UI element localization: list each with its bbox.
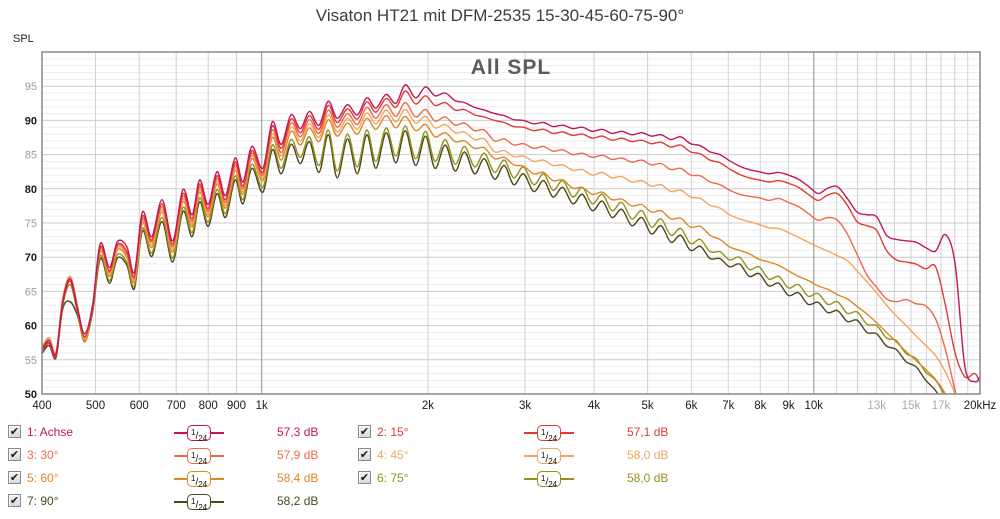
trace-level-7: 58,2 dB [277,494,319,508]
smoothing-control-7[interactable]: 1/24 [174,493,225,512]
trace-checkbox-3[interactable]: ✔ [8,448,21,461]
y-tick-label: 90 [25,115,37,127]
smoothing-control-2[interactable]: 1/24 [524,424,575,443]
smoothing-chip[interactable]: 1/24 [537,470,562,489]
trace-color-dash [211,477,225,480]
x-tick-label: 600 [130,400,149,412]
smoothing-chip[interactable]: 1/24 [187,424,212,443]
x-tick-label: 13k [867,400,886,412]
trace-color-dash [211,431,225,434]
trace-label-4[interactable]: 4: 45° [377,448,409,462]
trace-curves [42,84,980,394]
plot-mode-label: All SPL [470,56,552,79]
x-tick-label: 500 [86,400,105,412]
trace-label-1[interactable]: 1: Achse [27,425,74,439]
chart-title: Visaton HT21 mit DFM-2535 15-30-45-60-75… [315,6,685,25]
trace-curve-5 [42,114,947,394]
smoothing-control-3[interactable]: 1/24 [174,447,225,466]
x-tick-label: 700 [167,400,186,412]
trace-level-6: 58,0 dB [627,471,669,485]
trace-label-3[interactable]: 3: 30° [27,448,59,462]
trace-color-dash [211,500,225,503]
trace-color-dash [524,454,537,457]
x-tick-label: 7k [722,400,734,412]
trace-level-2: 57,1 dB [627,425,669,439]
legend-entry-2: ✔ 2: 15° 1/24 57,1 dB [358,424,703,443]
x-tick-label: 5k [642,400,654,412]
trace-checkbox-7[interactable]: ✔ [8,494,21,507]
y-axis-title: SPL [13,33,34,45]
legend-entry-7: ✔ 7: 90° 1/24 58,2 dB [8,493,353,512]
trace-label-6[interactable]: 6: 75° [377,471,409,485]
y-tick-label: 55 [25,355,37,367]
trace-label-7[interactable]: 7: 90° [27,494,59,508]
x-tick-label: 4k [588,400,600,412]
smoothing-chip[interactable]: 1/24 [537,424,562,443]
trace-checkbox-6[interactable]: ✔ [358,471,371,484]
x-tick-label: 400 [32,400,51,412]
trace-color-dash [174,431,187,434]
trace-checkbox-1[interactable]: ✔ [8,425,21,438]
trace-color-dash [561,431,575,434]
smoothing-control-5[interactable]: 1/24 [174,470,225,489]
smoothing-chip[interactable]: 1/24 [187,470,212,489]
x-tick-label: 2k [422,400,434,412]
legend-entry-6: ✔ 6: 75° 1/24 58,0 dB [358,470,703,489]
smoothing-chip[interactable]: 1/24 [187,493,212,512]
smoothing-control-6[interactable]: 1/24 [524,470,575,489]
y-tick-label: 75 [25,218,37,230]
smoothing-control-1[interactable]: 1/24 [174,424,225,443]
trace-color-dash [524,431,537,434]
trace-color-dash [561,477,575,480]
trace-color-dash [211,454,225,457]
legend-entry-1: ✔ 1: Achse 1/24 57,3 dB [8,424,353,443]
x-tick-label: 1k [256,400,268,412]
x-tick-label: 3k [519,400,531,412]
x-tick-label: 15k [902,400,921,412]
y-tick-label: 80 [25,184,37,196]
legend-entry-3: ✔ 3: 30° 1/24 57,9 dB [8,447,353,466]
x-tick-label: 9k [782,400,794,412]
y-tick-label: 85 [25,150,37,162]
smoothing-control-4[interactable]: 1/24 [524,447,575,466]
x-tick-label: 20kHz [964,400,997,412]
y-tick-label: 95 [25,81,37,93]
x-tick-label: 800 [199,400,218,412]
trace-label-5[interactable]: 5: 60° [27,471,59,485]
y-tick-label: 60 [25,321,37,333]
legend-entry-5: ✔ 5: 60° 1/24 58,4 dB [8,470,353,489]
legend-entry-4: ✔ 4: 45° 1/24 58,0 dB [358,447,703,466]
smoothing-chip[interactable]: 1/24 [537,447,562,466]
trace-color-dash [524,477,537,480]
trace-level-1: 57,3 dB [277,425,319,439]
trace-label-2[interactable]: 2: 15° [377,425,409,439]
trace-checkbox-4[interactable]: ✔ [358,448,371,461]
x-tick-label: 900 [227,400,246,412]
trace-color-dash [174,477,187,480]
trace-curve-6 [42,125,945,394]
y-tick-label: 50 [25,389,37,401]
trace-color-dash [174,454,187,457]
trace-checkbox-5[interactable]: ✔ [8,471,21,484]
trace-color-dash [561,454,575,457]
y-tick-label: 65 [25,286,37,298]
plot-border [41,51,981,395]
trace-color-dash [174,500,187,503]
x-tick-label: 8k [754,400,766,412]
x-tick-label: 6k [685,400,697,412]
x-tick-label: 10k [805,400,824,412]
trace-level-5: 58,4 dB [277,471,319,485]
smoothing-chip[interactable]: 1/24 [187,447,212,466]
trace-level-3: 57,9 dB [277,448,319,462]
trace-level-4: 58,0 dB [627,448,669,462]
trace-checkbox-2[interactable]: ✔ [358,425,371,438]
trace-curve-1 [42,84,980,383]
y-tick-label: 70 [25,252,37,264]
x-tick-label: 17k [932,400,951,412]
